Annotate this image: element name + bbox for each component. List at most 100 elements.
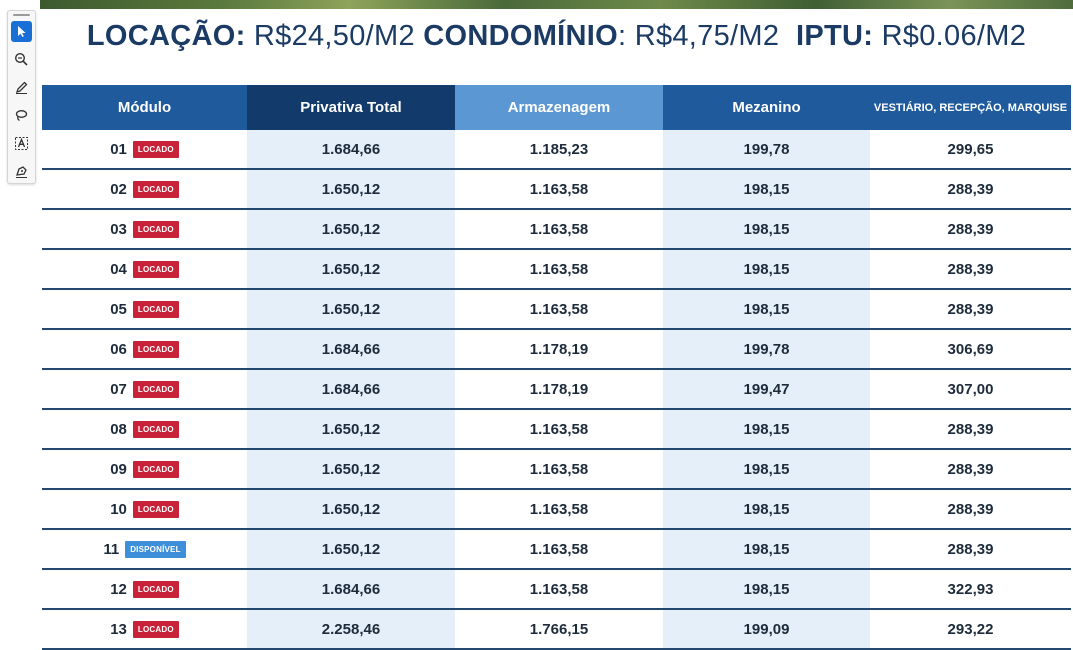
table-row: 13 LOCADO 2.258,46 1.766,15 199,09 293,22 (42, 609, 1071, 650)
table-row: 11 DISPONÍVEL 1.650,12 1.163,58 198,15 288,39 (42, 529, 1071, 570)
status-badge: LOCADO (132, 420, 179, 438)
cell-vestiario: 288,39 (870, 409, 1071, 450)
table-row: 12 LOCADO 1.684,66 1.163,58 198,15 322,93 (42, 569, 1071, 610)
cell-mezanino: 198,15 (663, 569, 870, 610)
lasso-icon[interactable] (11, 105, 32, 126)
table-row: 08 LOCADO 1.650,12 1.163,58 198,15 288,39 (42, 409, 1071, 450)
cell-privativa-total: 1.650,12 (247, 449, 455, 490)
column-header-privativa: Privativa Total (247, 85, 455, 130)
cell-privativa-total: 2.258,46 (247, 609, 455, 650)
cell-armazenagem: 1.163,58 (455, 529, 663, 570)
cell-privativa-total: 1.650,12 (247, 409, 455, 450)
cell-mezanino: 198,15 (663, 169, 870, 210)
cell-mezanino: 198,15 (663, 529, 870, 570)
table-body: 01 LOCADO 1.684,66 1.185,23 199,78 299,65 02 LO… (42, 130, 1071, 650)
cell-mezanino: 199,47 (663, 369, 870, 410)
column-header-vestiario: VESTIÁRIO, RECEPÇÃO, MARQUISE (870, 85, 1071, 130)
module-number: 02 (110, 180, 127, 198)
cell-modulo: 08 LOCADO (42, 409, 247, 450)
cell-vestiario: 288,39 (870, 489, 1071, 530)
pen-draw-icon[interactable] (11, 77, 32, 98)
status-badge: LOCADO (132, 220, 179, 238)
cell-vestiario: 293,22 (870, 609, 1071, 650)
cell-armazenagem: 1.163,58 (455, 489, 663, 530)
cell-armazenagem: 1.163,58 (455, 409, 663, 450)
select-arrow-icon[interactable] (11, 21, 32, 42)
locacao-value: R$24,50/M2 (253, 20, 415, 52)
header-photo-strip (40, 0, 1073, 9)
module-number: 09 (110, 460, 127, 478)
table-row: 10 LOCADO 1.650,12 1.163,58 198,15 288,39 (42, 489, 1071, 530)
status-badge: LOCADO (132, 500, 179, 518)
cell-mezanino: 198,15 (663, 289, 870, 330)
module-number: 07 (110, 380, 127, 398)
text-select-icon[interactable] (11, 133, 32, 154)
module-number: 13 (110, 620, 127, 638)
cell-armazenagem: 1.163,58 (455, 449, 663, 490)
cell-privativa-total: 1.650,12 (247, 249, 455, 290)
cell-vestiario: 288,39 (870, 449, 1071, 490)
cell-modulo: 11 DISPONÍVEL (42, 529, 247, 570)
cell-armazenagem: 1.766,15 (455, 609, 663, 650)
cell-privativa-total: 1.650,12 (247, 169, 455, 210)
cell-modulo: 07 LOCADO (42, 369, 247, 410)
cell-privativa-total: 1.684,66 (247, 569, 455, 610)
cell-privativa-total: 1.650,12 (247, 489, 455, 530)
cell-mezanino: 198,15 (663, 489, 870, 530)
status-badge: LOCADO (132, 380, 179, 398)
toolbar-drag-handle[interactable] (13, 14, 30, 16)
condominio-value: : R$4,75/M2 (617, 20, 780, 52)
locacao-label: LOCAÇÃO: (86, 20, 246, 52)
table-row: 01 LOCADO 1.684,66 1.185,23 199,78 299,65 (42, 130, 1071, 170)
cell-vestiario: 307,00 (870, 369, 1071, 410)
cell-armazenagem: 1.178,19 (455, 329, 663, 370)
table-row: 02 LOCADO 1.650,12 1.163,58 198,15 288,39 (42, 169, 1071, 210)
cell-privativa-total: 1.650,12 (247, 209, 455, 250)
status-badge: LOCADO (132, 620, 179, 638)
cell-vestiario: 288,39 (870, 249, 1071, 290)
iptu-value: R$0.06/M2 (881, 20, 1027, 52)
cell-vestiario: 288,39 (870, 289, 1071, 330)
module-number: 03 (110, 220, 127, 238)
cell-mezanino: 199,78 (663, 329, 870, 370)
cell-mezanino: 198,15 (663, 249, 870, 290)
column-header-modulo: Módulo (42, 85, 247, 130)
status-badge: LOCADO (132, 460, 179, 478)
module-number: 05 (110, 300, 127, 318)
status-badge: DISPONÍVEL (125, 540, 186, 558)
cell-armazenagem: 1.163,58 (455, 169, 663, 210)
stamp-sign-icon[interactable] (11, 161, 32, 182)
cell-modulo: 06 LOCADO (42, 329, 247, 370)
zoom-search-icon[interactable] (11, 49, 32, 70)
pricing-headline: LOCAÇÃO: R$24,50/M2 CONDOMÍNIO: R$4,75/M… (40, 20, 1073, 53)
status-badge: LOCADO (132, 260, 179, 278)
table-row: 04 LOCADO 1.650,12 1.163,58 198,15 288,39 (42, 249, 1071, 290)
cell-vestiario: 322,93 (870, 569, 1071, 610)
cell-modulo: 01 LOCADO (42, 130, 247, 170)
cell-vestiario: 288,39 (870, 209, 1071, 250)
cell-modulo: 05 LOCADO (42, 289, 247, 330)
cell-modulo: 12 LOCADO (42, 569, 247, 610)
cell-armazenagem: 1.178,19 (455, 369, 663, 410)
cell-mezanino: 199,09 (663, 609, 870, 650)
cell-vestiario: 288,39 (870, 529, 1071, 570)
modules-table: Módulo Privativa Total Armazenagem Mezan… (42, 85, 1071, 650)
module-number: 01 (110, 140, 127, 158)
iptu-label: IPTU: (795, 20, 874, 52)
cell-modulo: 09 LOCADO (42, 449, 247, 490)
cell-privativa-total: 1.650,12 (247, 289, 455, 330)
column-header-mezanino: Mezanino (663, 85, 870, 130)
table-row: 05 LOCADO 1.650,12 1.163,58 198,15 288,39 (42, 289, 1071, 330)
cell-modulo: 10 LOCADO (42, 489, 247, 530)
cell-mezanino: 198,15 (663, 209, 870, 250)
table-row: 03 LOCADO 1.650,12 1.163,58 198,15 288,39 (42, 209, 1071, 250)
cell-armazenagem: 1.185,23 (455, 130, 663, 170)
status-badge: LOCADO (132, 340, 179, 358)
cell-armazenagem: 1.163,58 (455, 289, 663, 330)
cell-vestiario: 306,69 (870, 329, 1071, 370)
cell-armazenagem: 1.163,58 (455, 209, 663, 250)
cell-vestiario: 299,65 (870, 130, 1071, 170)
cell-privativa-total: 1.684,66 (247, 369, 455, 410)
table-row: 09 LOCADO 1.650,12 1.163,58 198,15 288,39 (42, 449, 1071, 490)
